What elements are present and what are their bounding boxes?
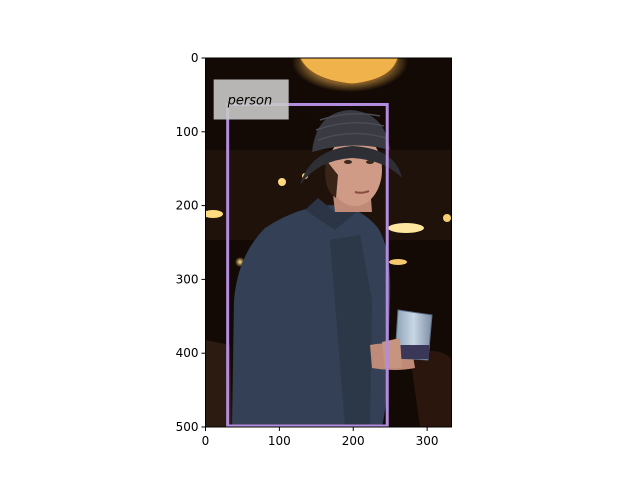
y-tick-label: 100 bbox=[176, 125, 199, 139]
chair bbox=[410, 351, 452, 427]
hair-side bbox=[325, 160, 338, 198]
y-tick-label: 400 bbox=[176, 346, 199, 360]
cup-drink bbox=[396, 345, 429, 359]
y-tick-label: 500 bbox=[176, 420, 199, 434]
hat-texture bbox=[315, 113, 387, 141]
label-background bbox=[213, 79, 289, 120]
detection-layer: person bbox=[213, 79, 389, 428]
axes-frame bbox=[205, 57, 452, 428]
y-tick-label: 200 bbox=[176, 199, 199, 213]
bounding-box-person bbox=[226, 102, 389, 428]
x-tick-label: 300 bbox=[416, 434, 439, 448]
background-light bbox=[388, 223, 424, 233]
y-tick-label: 0 bbox=[191, 51, 199, 65]
x-tick-label: 100 bbox=[268, 434, 291, 448]
photo bbox=[205, 58, 452, 427]
x-tick-label: 0 bbox=[202, 434, 210, 448]
eye bbox=[344, 160, 352, 164]
y-axis-ticks: 0 100 200 300 400 500 bbox=[176, 51, 206, 434]
hand bbox=[382, 338, 402, 368]
background-light bbox=[389, 259, 407, 265]
detection-label: person bbox=[227, 93, 273, 108]
hat-brim bbox=[300, 146, 402, 185]
shirt-shadow bbox=[330, 235, 372, 427]
ceiling-lamp bbox=[299, 58, 399, 85]
background-light bbox=[278, 178, 286, 186]
axes: 0 100 200 300 0 100 200 300 400 500 bbox=[176, 51, 452, 448]
chair bbox=[205, 340, 232, 427]
background-light bbox=[443, 214, 451, 222]
mouth bbox=[354, 190, 370, 194]
x-axis-ticks: 0 100 200 300 bbox=[202, 427, 439, 448]
background-light bbox=[205, 210, 223, 218]
hat-crown bbox=[312, 110, 390, 152]
x-tick-label: 200 bbox=[342, 434, 365, 448]
y-tick-label: 300 bbox=[176, 272, 199, 286]
